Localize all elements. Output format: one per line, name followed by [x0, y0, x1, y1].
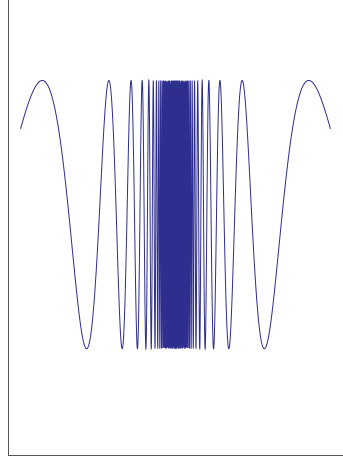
series-line-0	[20, 78, 331, 351]
plot-area	[20, 78, 331, 351]
axes	[8, 0, 343, 456]
